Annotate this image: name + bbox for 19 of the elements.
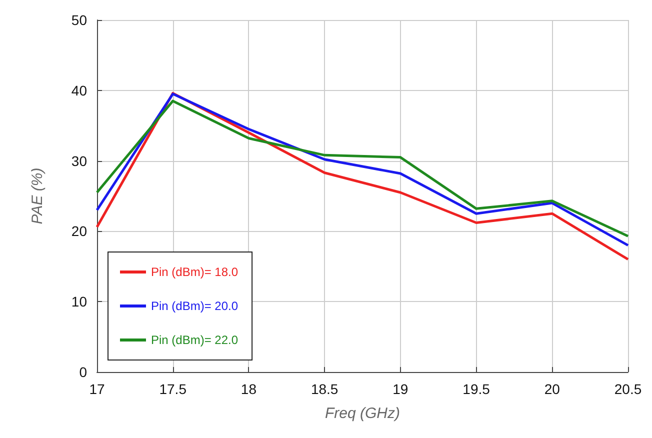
y-tick-label: 30: [71, 152, 88, 169]
x-tick-label: 17.5: [159, 381, 187, 397]
y-tick-label: 50: [71, 12, 88, 28]
y-tick-label: 10: [71, 294, 88, 310]
legend-label: Pin (dBm)= 18.0: [151, 265, 238, 279]
x-axis-title: Freq (GHz): [325, 405, 400, 422]
y-tick-label: 20: [71, 223, 88, 240]
x-tick-label: 17: [89, 381, 105, 397]
y-tick-label: 0: [79, 364, 88, 380]
legend-label: Pin (dBm)= 20.0: [151, 299, 238, 313]
x-tick-label: 18.5: [310, 381, 338, 397]
x-tick-label: 18: [240, 381, 257, 397]
y-axis-title: PAE (%): [29, 168, 46, 224]
x-tick-label: 20: [544, 381, 560, 397]
x-tick-label: 20.5: [614, 381, 642, 397]
y-tick-label: 40: [71, 82, 88, 98]
x-tick-label: 19: [392, 381, 408, 397]
x-tick-label: 19.5: [462, 381, 490, 397]
legend-label: Pin (dBm)= 22.0: [151, 333, 238, 347]
